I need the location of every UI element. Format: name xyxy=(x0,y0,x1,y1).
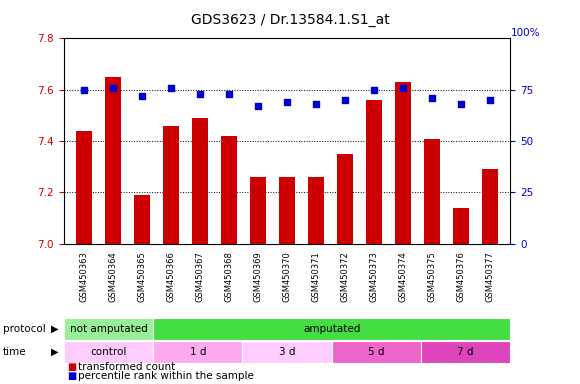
Point xyxy=(166,84,176,91)
Text: GSM450377: GSM450377 xyxy=(485,252,495,302)
Bar xyxy=(221,136,237,244)
Point xyxy=(224,91,234,97)
Text: GSM450376: GSM450376 xyxy=(456,252,466,302)
Text: GSM450374: GSM450374 xyxy=(398,252,408,302)
Bar xyxy=(308,177,324,244)
Text: GSM450375: GSM450375 xyxy=(427,252,437,302)
Bar xyxy=(421,341,510,363)
Point xyxy=(398,84,408,91)
Point xyxy=(340,97,350,103)
Bar xyxy=(64,341,153,363)
Bar xyxy=(242,341,332,363)
Point xyxy=(137,93,147,99)
Bar xyxy=(337,154,353,244)
Text: control: control xyxy=(90,347,126,357)
Bar xyxy=(153,341,242,363)
Bar xyxy=(482,169,498,244)
Bar xyxy=(332,341,421,363)
Point xyxy=(79,87,89,93)
Bar xyxy=(424,139,440,244)
Bar xyxy=(250,177,266,244)
Bar xyxy=(453,208,469,244)
Text: 100%: 100% xyxy=(510,28,540,38)
Text: 5 d: 5 d xyxy=(368,347,385,357)
Bar xyxy=(134,195,150,244)
Bar xyxy=(64,318,153,340)
Text: not amputated: not amputated xyxy=(70,324,147,334)
Text: GSM450366: GSM450366 xyxy=(166,252,176,302)
Bar xyxy=(76,131,92,244)
Text: GSM450364: GSM450364 xyxy=(108,252,118,302)
Bar xyxy=(192,118,208,244)
Text: GSM450369: GSM450369 xyxy=(253,252,263,302)
Text: GSM450370: GSM450370 xyxy=(282,252,292,302)
Text: GSM450373: GSM450373 xyxy=(369,252,379,302)
Point xyxy=(282,99,292,105)
Text: percentile rank within the sample: percentile rank within the sample xyxy=(78,371,254,381)
Text: protocol: protocol xyxy=(3,324,46,334)
Text: transformed count: transformed count xyxy=(78,362,176,372)
Text: GSM450363: GSM450363 xyxy=(79,252,89,302)
Bar xyxy=(279,177,295,244)
Text: amputated: amputated xyxy=(303,324,360,334)
Text: GSM450365: GSM450365 xyxy=(137,252,147,302)
Bar xyxy=(366,100,382,244)
Bar xyxy=(163,126,179,244)
Text: ■: ■ xyxy=(67,371,76,381)
Bar xyxy=(395,82,411,244)
Text: time: time xyxy=(3,347,27,357)
Point xyxy=(456,101,466,107)
Text: ■: ■ xyxy=(67,362,76,372)
Point xyxy=(253,103,263,109)
Bar xyxy=(153,318,510,340)
Point xyxy=(108,84,118,91)
Text: GSM450371: GSM450371 xyxy=(311,252,321,302)
Text: GSM450372: GSM450372 xyxy=(340,252,350,302)
Point xyxy=(195,91,205,97)
Text: 1 d: 1 d xyxy=(190,347,206,357)
Text: 7 d: 7 d xyxy=(458,347,474,357)
Text: GSM450368: GSM450368 xyxy=(224,252,234,302)
Point xyxy=(369,87,379,93)
Text: GDS3623 / Dr.13584.1.S1_at: GDS3623 / Dr.13584.1.S1_at xyxy=(191,13,389,27)
Text: ▶: ▶ xyxy=(50,324,58,334)
Text: 3 d: 3 d xyxy=(279,347,295,357)
Bar xyxy=(105,77,121,244)
Point xyxy=(311,101,321,107)
Text: GSM450367: GSM450367 xyxy=(195,252,205,302)
Point xyxy=(427,95,437,101)
Text: ▶: ▶ xyxy=(50,347,58,357)
Point xyxy=(485,97,495,103)
